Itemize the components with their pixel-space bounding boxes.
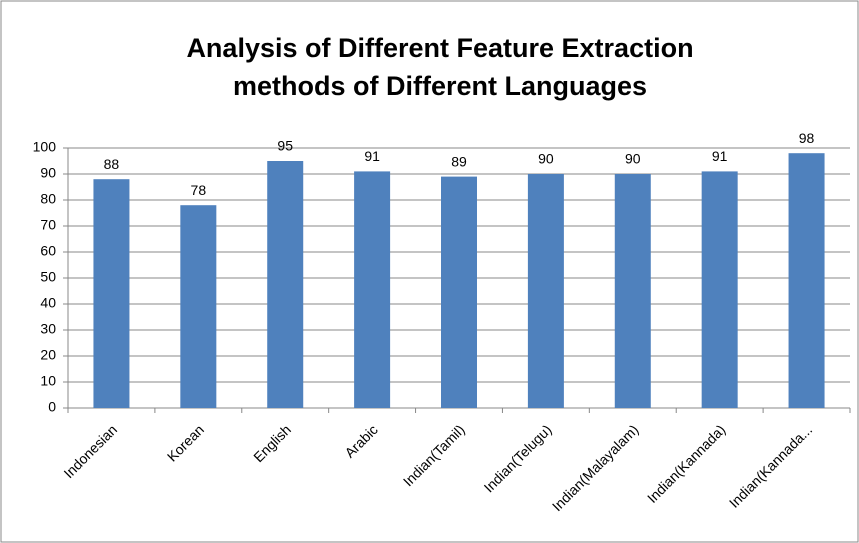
y-tick-label: 80 — [40, 191, 56, 207]
y-tick-label: 30 — [40, 321, 56, 337]
data-label: 91 — [712, 148, 728, 164]
y-tick-label: 70 — [40, 217, 56, 233]
data-label: 89 — [451, 153, 467, 169]
y-tick-label: 90 — [40, 165, 56, 181]
y-tick-label: 50 — [40, 269, 56, 285]
y-tick-label: 60 — [40, 243, 56, 259]
bar — [267, 161, 304, 408]
bar — [93, 179, 130, 408]
y-tick-label: 20 — [40, 347, 56, 363]
bar — [441, 176, 477, 408]
chart-title: methods of Different Languages — [233, 71, 647, 101]
y-tick-label: 100 — [33, 139, 57, 155]
bar — [527, 174, 564, 408]
data-label: 91 — [364, 148, 380, 164]
data-label: 98 — [799, 130, 815, 146]
bar — [180, 205, 217, 408]
data-label: 90 — [625, 151, 641, 167]
bar — [788, 153, 825, 408]
y-tick-label: 10 — [40, 373, 56, 389]
data-label: 90 — [538, 151, 554, 167]
y-tick-label: 40 — [40, 295, 56, 311]
y-tick-label: 0 — [48, 399, 56, 415]
bar — [701, 171, 738, 408]
data-label: 95 — [277, 138, 293, 154]
data-label: 88 — [104, 156, 120, 172]
bar — [354, 171, 391, 408]
bar — [614, 174, 651, 408]
data-label: 78 — [191, 182, 207, 198]
chart-title: Analysis of Different Feature Extraction — [186, 33, 693, 63]
